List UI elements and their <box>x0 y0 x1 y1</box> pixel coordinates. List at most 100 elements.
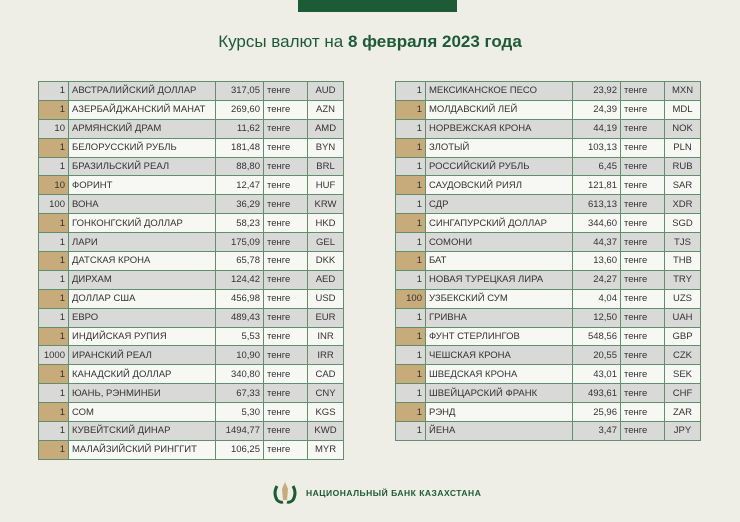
rate-cell: 124,42 <box>215 269 264 290</box>
table-row: 1 ИНДИЙСКАЯ РУПИЯ 5,53 тенге INR <box>38 326 344 347</box>
table-row: 1 НОРВЕЖСКАЯ КРОНА 44,19 тенге NOK <box>395 118 701 139</box>
currency-name-cell: ЗЛОТЫЙ <box>425 137 573 158</box>
currency-code-cell: GBP <box>664 326 701 347</box>
table-row: 1000 ИРАНСКИЙ РЕАЛ 10,90 тенге IRR <box>38 345 344 366</box>
rate-cell: 20,55 <box>572 345 621 366</box>
rate-cell: 613,13 <box>572 194 621 215</box>
unit-cell: тенге <box>263 383 308 404</box>
quantity-cell: 1 <box>395 156 426 177</box>
quantity-cell: 1 <box>395 213 426 234</box>
currency-code-cell: BRL <box>307 156 344 177</box>
currency-name-cell: УЗБЕКСКИЙ СУМ <box>425 288 573 309</box>
rate-cell: 24,39 <box>572 99 621 120</box>
quantity-cell: 1000 <box>38 345 69 366</box>
unit-cell: тенге <box>620 383 665 404</box>
currency-name-cell: БЕЛОРУССКИЙ РУБЛЬ <box>68 137 216 158</box>
unit-cell: тенге <box>620 288 665 309</box>
currency-name-cell: КАНАДСКИЙ ДОЛЛАР <box>68 364 216 385</box>
rate-cell: 43,01 <box>572 364 621 385</box>
table-row: 1 РЭНД 25,96 тенге ZAR <box>395 402 701 423</box>
table-row: 1 ЮАНЬ, РЭНМИНБИ 67,33 тенге CNY <box>38 383 344 404</box>
currency-code-cell: DKK <box>307 251 344 271</box>
quantity-cell: 1 <box>395 402 426 423</box>
currency-code-cell: AED <box>307 269 344 290</box>
rate-cell: 5,30 <box>215 402 264 423</box>
currency-code-cell: MYR <box>307 439 344 460</box>
currency-name-cell: МАЛАЙЗИЙСКИЙ РИНГГИТ <box>68 439 216 460</box>
quantity-cell: 1 <box>38 213 69 234</box>
currency-code-cell: TJS <box>664 232 701 253</box>
quantity-cell: 1 <box>38 439 69 460</box>
currency-code-cell: IRR <box>307 345 344 366</box>
currency-name-cell: САУДОВСКИЙ РИЯЛ <box>425 175 573 196</box>
currency-name-cell: АВСТРАЛИЙСКИЙ ДОЛЛАР <box>68 81 216 101</box>
rate-cell: 13,60 <box>572 251 621 271</box>
quantity-cell: 1 <box>38 421 69 441</box>
quantity-cell: 1 <box>395 81 426 101</box>
rate-cell: 10,90 <box>215 345 264 366</box>
table-row: 1 МОЛДАВСКИЙ ЛЕЙ 24,39 тенге MDL <box>395 99 701 120</box>
currency-code-cell: MDL <box>664 99 701 120</box>
table-row: 1 ДИРХАМ 124,42 тенге AED <box>38 269 344 290</box>
rate-cell: 67,33 <box>215 383 264 404</box>
currency-name-cell: ВОНА <box>68 194 216 215</box>
table-row: 1 БЕЛОРУССКИЙ РУБЛЬ 181,48 тенге BYN <box>38 137 344 158</box>
rate-cell: 456,98 <box>215 288 264 309</box>
currency-name-cell: БРАЗИЛЬСКИЙ РЕАЛ <box>68 156 216 177</box>
table-row: 1 КУВЕЙТСКИЙ ДИНАР 1494,77 тенге KWD <box>38 421 344 441</box>
table-row: 10 ФОРИНТ 12,47 тенге HUF <box>38 175 344 196</box>
currency-code-cell: UZS <box>664 288 701 309</box>
currency-code-cell: KWD <box>307 421 344 441</box>
currency-code-cell: BYN <box>307 137 344 158</box>
unit-cell: тенге <box>263 213 308 234</box>
currency-code-cell: SEK <box>664 364 701 385</box>
unit-cell: тенге <box>620 232 665 253</box>
unit-cell: тенге <box>263 81 308 101</box>
currency-name-cell: СИНГАПУРСКИЙ ДОЛЛАР <box>425 213 573 234</box>
rate-cell: 25,96 <box>572 402 621 423</box>
table-row: 1 ЗЛОТЫЙ 103,13 тенге PLN <box>395 137 701 158</box>
table-row: 1 ЧЕШСКАЯ КРОНА 20,55 тенге CZK <box>395 345 701 366</box>
table-row: 1 РОССИЙСКИЙ РУБЛЬ 6,45 тенге RUB <box>395 156 701 177</box>
unit-cell: тенге <box>620 99 665 120</box>
currency-code-cell: CHF <box>664 383 701 404</box>
rate-cell: 4,04 <box>572 288 621 309</box>
table-row: 1 ШВЕЙЦАРСКИЙ ФРАНК 493,61 тенге CHF <box>395 383 701 404</box>
currency-code-cell: PLN <box>664 137 701 158</box>
currency-code-cell: CNY <box>307 383 344 404</box>
currency-name-cell: ДОЛЛАР США <box>68 288 216 309</box>
rate-cell: 548,56 <box>572 326 621 347</box>
table-row: 1 САУДОВСКИЙ РИЯЛ 121,81 тенге SAR <box>395 175 701 196</box>
table-row: 1 ГРИВНА 12,50 тенге UAH <box>395 307 701 328</box>
currency-code-cell: AZN <box>307 99 344 120</box>
quantity-cell: 1 <box>395 118 426 139</box>
quantity-cell: 1 <box>395 251 426 271</box>
currency-name-cell: ЕВРО <box>68 307 216 328</box>
currency-code-cell: CAD <box>307 364 344 385</box>
currency-code-cell: EUR <box>307 307 344 328</box>
currency-code-cell: RUB <box>664 156 701 177</box>
rate-cell: 181,48 <box>215 137 264 158</box>
table-row: 1 ФУНТ СТЕРЛИНГОВ 548,56 тенге GBP <box>395 326 701 347</box>
rate-cell: 1494,77 <box>215 421 264 441</box>
table-row: 1 АЗЕРБАЙДЖАНСКИЙ МАНАТ 269,60 тенге AZN <box>38 99 344 120</box>
rate-cell: 12,50 <box>572 307 621 328</box>
rate-cell: 44,37 <box>572 232 621 253</box>
rate-cell: 23,92 <box>572 81 621 101</box>
currency-name-cell: СОМ <box>68 402 216 423</box>
quantity-cell: 1 <box>395 137 426 158</box>
unit-cell: тенге <box>263 402 308 423</box>
currency-code-cell: AUD <box>307 81 344 101</box>
unit-cell: тенге <box>620 213 665 234</box>
rate-cell: 103,13 <box>572 137 621 158</box>
currency-name-cell: МЕКСИКАНСКОЕ ПЕСО <box>425 81 573 101</box>
currency-name-cell: РЭНД <box>425 402 573 423</box>
currency-name-cell: НОРВЕЖСКАЯ КРОНА <box>425 118 573 139</box>
quantity-cell: 1 <box>395 326 426 347</box>
table-row: 1 МЕКСИКАНСКОЕ ПЕСО 23,92 тенге MXN <box>395 81 701 101</box>
table-row: 1 СОМОНИ 44,37 тенге TJS <box>395 232 701 253</box>
currency-name-cell: НОВАЯ ТУРЕЦКАЯ ЛИРА <box>425 269 573 290</box>
rate-cell: 11,62 <box>215 118 264 139</box>
unit-cell: тенге <box>263 118 308 139</box>
unit-cell: тенге <box>620 194 665 215</box>
